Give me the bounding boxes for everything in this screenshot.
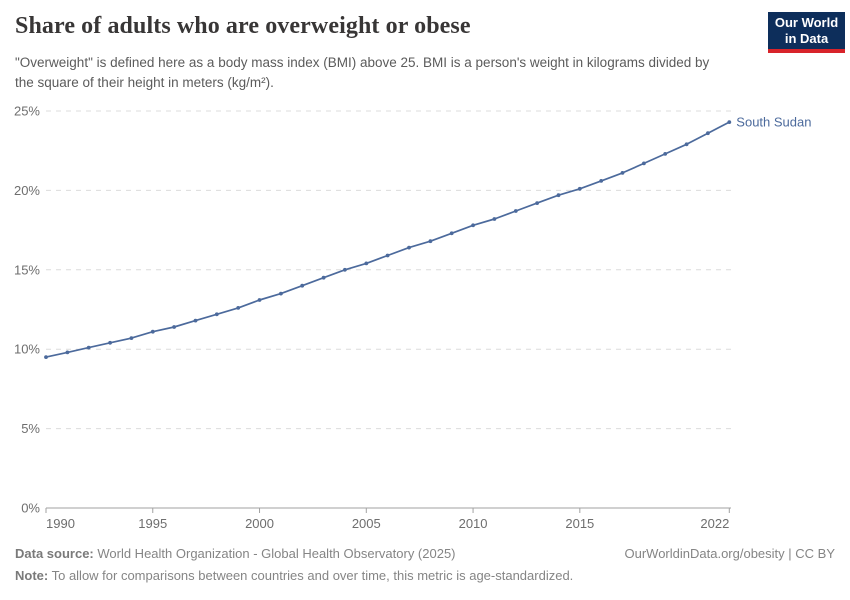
data-source-text: World Health Organization - Global Healt… bbox=[93, 546, 456, 561]
data-source-label: Data source: bbox=[15, 546, 94, 561]
note-text: To allow for comparisons between countri… bbox=[48, 568, 574, 583]
owid-logo[interactable]: Our World in Data bbox=[768, 12, 845, 53]
data-point-1990[interactable] bbox=[44, 355, 48, 359]
data-point-1993[interactable] bbox=[108, 340, 112, 345]
data-point-2010[interactable] bbox=[471, 223, 475, 228]
note-line: Note: To allow for comparisons between c… bbox=[15, 568, 835, 583]
data-point-2020[interactable] bbox=[684, 142, 689, 147]
chart-footer: Data source: World Health Organization -… bbox=[15, 546, 835, 583]
data-point-2012[interactable] bbox=[513, 209, 518, 213]
x-tick-label: 2015 bbox=[565, 516, 594, 531]
x-tick-label: 1995 bbox=[138, 516, 167, 531]
data-point-2015[interactable] bbox=[577, 186, 582, 191]
data-point-1994[interactable] bbox=[129, 336, 134, 340]
x-tick-label: 1990 bbox=[46, 516, 75, 531]
data-point-1997[interactable] bbox=[193, 318, 198, 323]
data-point-2016[interactable] bbox=[599, 179, 604, 183]
data-point-2022[interactable] bbox=[727, 120, 732, 124]
x-tick-label: 2005 bbox=[352, 516, 381, 531]
x-tick-label: 2022 bbox=[700, 516, 729, 531]
data-point-1992[interactable] bbox=[86, 345, 91, 350]
data-point-1999[interactable] bbox=[236, 306, 241, 310]
data-point-2008[interactable] bbox=[428, 239, 433, 244]
owid-logo-line2: in Data bbox=[784, 31, 829, 46]
data-point-2013[interactable] bbox=[535, 201, 539, 206]
data-point-2009[interactable] bbox=[449, 231, 454, 236]
data-point-1991[interactable] bbox=[65, 350, 70, 355]
page-title: Share of adults who are overweight or ob… bbox=[15, 13, 471, 39]
y-tick-label: 25% bbox=[14, 104, 40, 119]
data-point-2018[interactable] bbox=[642, 161, 646, 166]
data-point-1998[interactable] bbox=[214, 312, 219, 317]
entity-label[interactable]: South Sudan bbox=[736, 115, 811, 130]
rights-link[interactable]: OurWorldinData.org/obesity | CC BY bbox=[624, 546, 836, 561]
data-point-2002[interactable] bbox=[300, 283, 305, 288]
chart-subtitle: "Overweight" is defined here as a body m… bbox=[15, 55, 710, 90]
y-tick-label: 15% bbox=[14, 262, 40, 277]
data-point-2021[interactable] bbox=[706, 131, 710, 136]
x-tick-label: 2010 bbox=[459, 516, 488, 531]
data-point-2005[interactable] bbox=[364, 261, 369, 266]
data-point-1996[interactable] bbox=[172, 325, 177, 329]
data-point-2007[interactable] bbox=[407, 245, 411, 250]
y-tick-label: 0% bbox=[21, 501, 40, 516]
data-point-2001[interactable] bbox=[279, 291, 283, 296]
data-point-2019[interactable] bbox=[663, 152, 668, 156]
data-point-1995[interactable] bbox=[150, 329, 155, 334]
trend-line[interactable] bbox=[45, 121, 731, 358]
note-label: Note: bbox=[15, 568, 49, 583]
data-point-2014[interactable] bbox=[556, 193, 561, 198]
x-tick-label: 2000 bbox=[245, 516, 274, 531]
y-tick-label: 20% bbox=[14, 183, 40, 198]
data-point-2006[interactable] bbox=[385, 253, 390, 258]
data-point-2004[interactable] bbox=[343, 267, 347, 272]
data-point-2011[interactable] bbox=[492, 217, 497, 221]
data-point-2000[interactable] bbox=[257, 298, 262, 302]
data-point-2003[interactable] bbox=[321, 275, 326, 280]
data-point-2017[interactable] bbox=[620, 171, 625, 175]
y-tick-label: 10% bbox=[14, 342, 40, 357]
data-source-line: Data source: World Health Organization -… bbox=[15, 546, 456, 561]
owid-logo-line1: Our World bbox=[774, 15, 839, 30]
y-tick-label: 5% bbox=[21, 421, 40, 436]
